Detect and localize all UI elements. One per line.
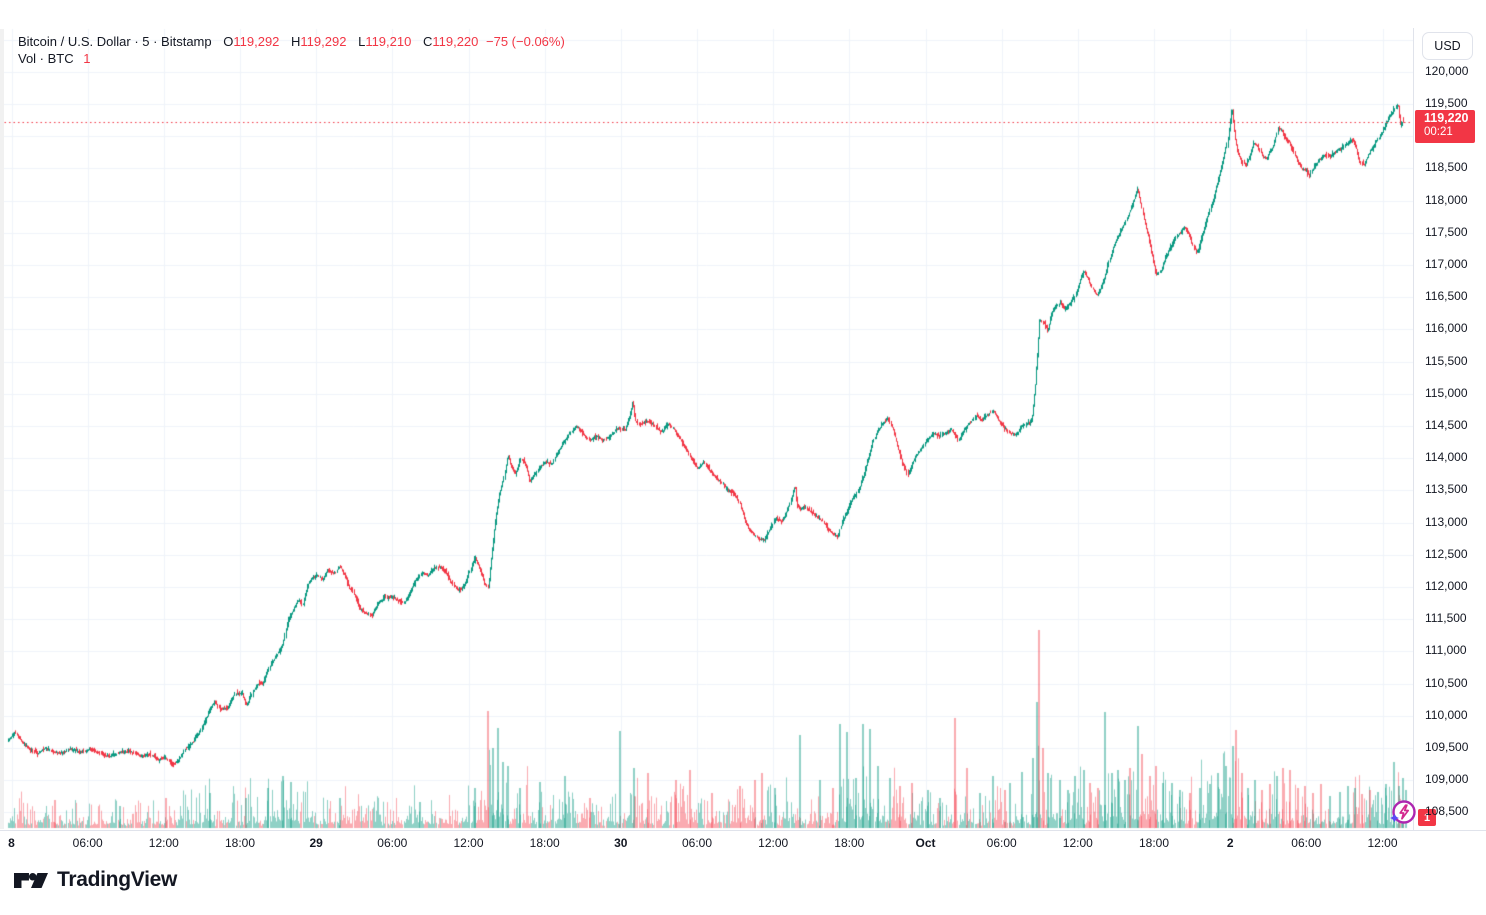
time-axis[interactable]: 8 06:00 12:00 18:00 29 06:00 12:00 18:00 30 06:00… <box>0 830 1486 857</box>
time-axis-label: 12:00 <box>758 836 789 850</box>
current-price-badge: 119,220 00:21 <box>1415 110 1475 143</box>
time-axis-label: 29 <box>309 836 323 850</box>
time-axis-label: 06:00 <box>1291 836 1322 850</box>
price-axis-label: 117,500 <box>1425 225 1468 239</box>
price-axis-label: 119,500 <box>1425 96 1468 110</box>
time-axis-label: Oct <box>915 836 936 850</box>
currency-button[interactable]: USD <box>1422 32 1473 60</box>
price-axis-label: 118,000 <box>1425 193 1468 207</box>
price-axis-label: 113,500 <box>1425 482 1468 496</box>
price-axis-label: 118,500 <box>1425 160 1468 174</box>
price-axis-label: 108,500 <box>1425 804 1469 818</box>
time-axis-label: 12:00 <box>1062 836 1093 850</box>
time-axis-label: 12:00 <box>148 836 179 850</box>
price-axis-label: 111,500 <box>1425 611 1467 625</box>
price-axis-label: 112,000 <box>1425 579 1468 593</box>
time-axis-label: 06:00 <box>72 836 103 850</box>
time-axis-label: 8 <box>8 836 15 850</box>
time-axis-label: 06:00 <box>377 836 408 850</box>
price-axis-label: 110,500 <box>1425 676 1468 690</box>
price-axis-label: 116,000 <box>1425 321 1468 335</box>
ohlc-low-value: 119,210 <box>365 34 412 49</box>
time-axis-label: 30 <box>614 836 628 850</box>
price-chart-canvas[interactable] <box>0 0 1413 830</box>
legend-symbol-row: Bitcoin / U.S. Dollar · 5 · Bitstamp O11… <box>18 33 565 50</box>
left-edge-shade <box>0 29 4 829</box>
price-axis-label: 115,000 <box>1425 386 1468 400</box>
time-axis-label: 18:00 <box>224 836 256 850</box>
price-axis-label: 116,500 <box>1425 289 1468 303</box>
time-axis-label: 18:00 <box>834 836 865 850</box>
ohlc-high-label: H <box>291 34 301 49</box>
change-value: −75 (−0.06%) <box>486 34 565 49</box>
bar-countdown: 00:21 <box>1424 126 1453 138</box>
ohlc-high-value: 119,292 <box>300 34 347 49</box>
ohlc-low-label: L <box>358 34 366 49</box>
volume-value: 1 <box>83 51 91 66</box>
price-axis-label: 114,500 <box>1425 418 1468 432</box>
chart-legend: Bitcoin / U.S. Dollar · 5 · Bitstamp O11… <box>18 33 565 67</box>
price-axis-label: 117,000 <box>1425 257 1468 271</box>
price-axis-label: 110,000 <box>1425 708 1468 722</box>
price-axis-label: 114,000 <box>1425 450 1468 464</box>
time-axis-label: 06:00 <box>986 836 1017 850</box>
price-axis[interactable]: USD 119,220 00:21 1 120,000 119,500 118,50… <box>1413 28 1486 856</box>
current-price-value: 119,220 <box>1424 111 1469 125</box>
time-axis-label: 06:00 <box>681 836 713 850</box>
tradingview-logo-mark <box>14 872 48 888</box>
price-axis-label: 112,500 <box>1425 547 1468 561</box>
price-axis-label: 113,000 <box>1425 515 1468 529</box>
symbol-title[interactable]: Bitcoin / U.S. Dollar · 5 · Bitstamp <box>18 34 212 49</box>
price-axis-label: 109,500 <box>1425 740 1469 754</box>
price-axis-label: 115,500 <box>1425 354 1468 368</box>
lightning-boost-icon <box>1390 800 1416 824</box>
price-axis-label: 120,000 <box>1425 64 1469 78</box>
time-axis-label: 18:00 <box>1138 836 1170 850</box>
price-axis-label: 111,000 <box>1425 643 1467 657</box>
tradingview-logo[interactable]: TradingView <box>14 868 177 892</box>
time-axis-label: 2 <box>1226 836 1234 850</box>
ohlc-close-value: 119,220 <box>432 34 479 49</box>
time-axis-label: 18:00 <box>529 836 560 850</box>
ohlc-open-value: 119,292 <box>233 34 280 49</box>
boost-button[interactable] <box>1387 797 1419 829</box>
time-axis-label: 12:00 <box>453 836 484 850</box>
tradingview-logo-text: TradingView <box>57 868 178 891</box>
volume-axis-badge: 1 <box>1418 809 1436 826</box>
volume-label: Vol · BTC <box>18 51 74 66</box>
time-axis-label: 12:00 <box>1367 836 1398 850</box>
ohlc-close-label: C <box>422 34 433 49</box>
price-axis-label: 109,000 <box>1425 772 1469 786</box>
legend-volume-row: Vol · BTC 1 <box>18 50 565 67</box>
ohlc-open-label: O <box>223 34 234 49</box>
